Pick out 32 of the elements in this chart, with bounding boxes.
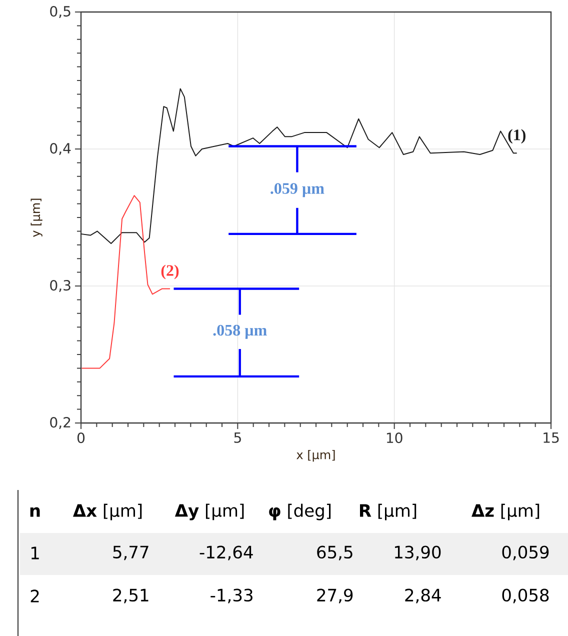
- text: Δx [µm]: [72, 504, 142, 520]
- x-axis-title: x [µm]: [296, 450, 335, 462]
- x-tick-label: 0: [77, 432, 85, 444]
- text: 27,9: [317, 588, 353, 604]
- text: 0,058: [502, 588, 549, 604]
- annotation: .058 µm: [213, 324, 267, 339]
- text: Δy [µm]: [174, 504, 244, 520]
- y-tick-label: 0,5: [50, 6, 70, 18]
- series-label: (1): [508, 129, 526, 144]
- text: φ [deg]: [269, 504, 331, 520]
- y-axis-title: y [µm]: [30, 198, 42, 237]
- text: 2,51: [113, 588, 148, 604]
- text: n: [30, 507, 40, 517]
- series-label: (2): [161, 264, 179, 280]
- y-tick-label: 0,2: [50, 416, 70, 430]
- text: 1: [31, 546, 39, 560]
- x-tick-label: 5: [234, 432, 241, 443]
- text: 65,5: [317, 546, 352, 560]
- text: 2: [30, 590, 39, 602]
- text: -12,64: [200, 546, 253, 560]
- annotation: .059 µm: [270, 183, 324, 198]
- text: 0,059: [502, 546, 549, 560]
- y-tick-label: 0,4: [50, 142, 71, 155]
- text: 13,90: [395, 546, 441, 560]
- x-tick-label: 15: [544, 432, 559, 443]
- x-tick-label: 10: [386, 432, 402, 444]
- text: 2,84: [405, 588, 441, 604]
- text: R [µm]: [360, 504, 416, 520]
- text: 5,77: [113, 546, 148, 560]
- text: Δz [µm]: [472, 504, 540, 520]
- y-tick-label: 0,3: [50, 280, 70, 292]
- text: -1,33: [210, 588, 252, 604]
